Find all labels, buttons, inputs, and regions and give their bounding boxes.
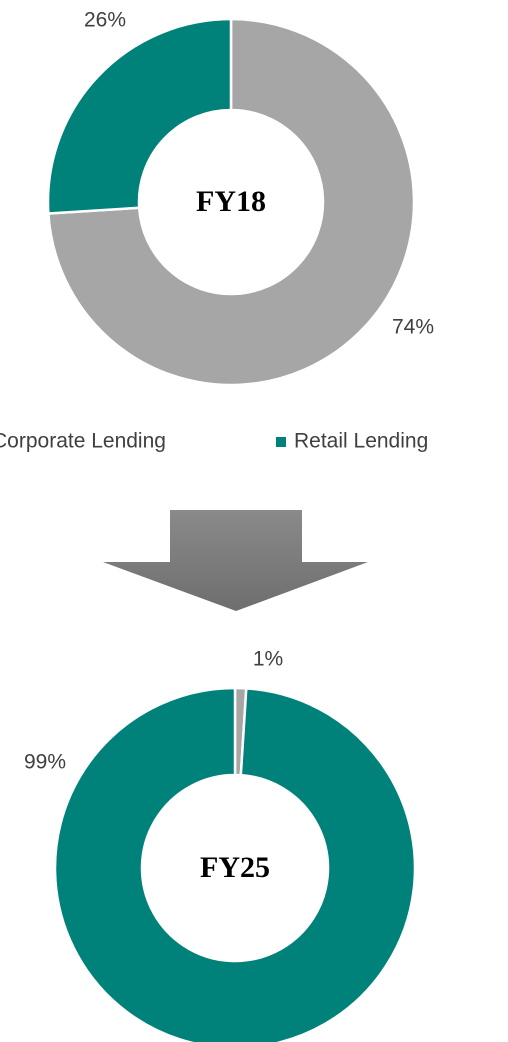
data-label: 74%: [392, 316, 434, 339]
data-label: 1%: [253, 648, 283, 671]
transition-arrow: [103, 510, 368, 611]
legend-marker: [276, 437, 286, 447]
data-label: 26%: [84, 9, 126, 32]
legend-label: Corporate Lending: [0, 430, 166, 453]
center-label: FY18: [196, 185, 266, 218]
donut-slice: [53, 686, 417, 1042]
donut-slice: [46, 17, 233, 215]
data-label: 99%: [24, 751, 66, 774]
donut-slice: [47, 17, 416, 387]
center-label: FY25: [200, 851, 270, 884]
legend-label: Retail Lending: [294, 430, 428, 453]
